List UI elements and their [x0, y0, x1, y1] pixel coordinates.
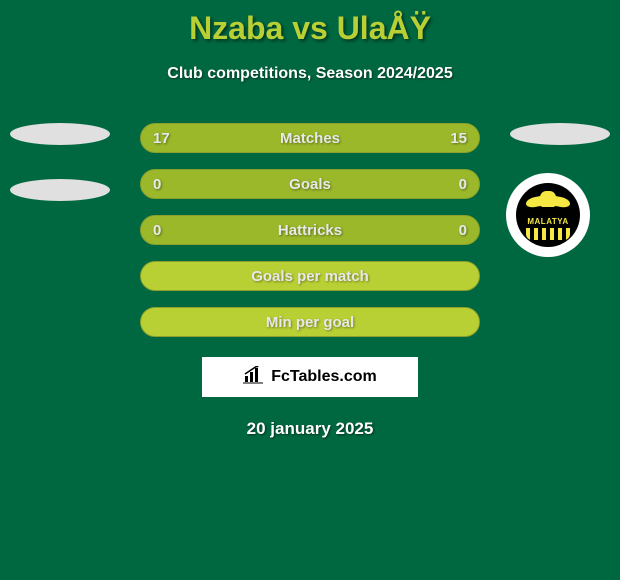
fctables-logo[interactable]: FcTables.com	[202, 357, 418, 397]
stat-value-left: 0	[153, 176, 161, 193]
stat-label: Matches	[280, 130, 340, 147]
stat-value-right: 15	[450, 130, 467, 147]
eagle-icon	[526, 191, 570, 215]
player-avatar-left-2	[10, 179, 110, 201]
stat-row: 0 Hattricks 0	[140, 215, 480, 245]
stat-value-right: 0	[459, 176, 467, 193]
badge-stripes	[526, 228, 570, 240]
stat-row: 17 Matches 15	[140, 123, 480, 153]
player-avatar-left-1	[10, 123, 110, 145]
season-subtitle: Club competitions, Season 2024/2025	[0, 65, 620, 83]
badge-text: MALATYA	[527, 217, 568, 226]
stat-row: 0 Goals 0	[140, 169, 480, 199]
club-badge-inner: MALATYA	[516, 183, 580, 247]
chart-icon	[243, 366, 265, 389]
comparison-title: Nzaba vs UlaÅŸ	[0, 0, 620, 47]
stat-label: Hattricks	[278, 222, 342, 239]
stat-row: Min per goal	[140, 307, 480, 337]
stat-value-left: 0	[153, 222, 161, 239]
stat-value-left: 17	[153, 130, 170, 147]
stat-label: Goals	[289, 176, 331, 193]
club-badge: MALATYA	[506, 173, 590, 257]
stats-container: MALATYA 17 Matches 15 0 Goals 0 0 Hattricks 0 Goa…	[0, 123, 620, 337]
stat-row: Goals per match	[140, 261, 480, 291]
stat-label: Min per goal	[266, 314, 354, 331]
stat-value-right: 0	[459, 222, 467, 239]
player-avatar-right	[510, 123, 610, 145]
logo-text: FcTables.com	[271, 368, 377, 386]
stat-label: Goals per match	[251, 268, 369, 285]
date-label: 20 january 2025	[0, 419, 620, 439]
